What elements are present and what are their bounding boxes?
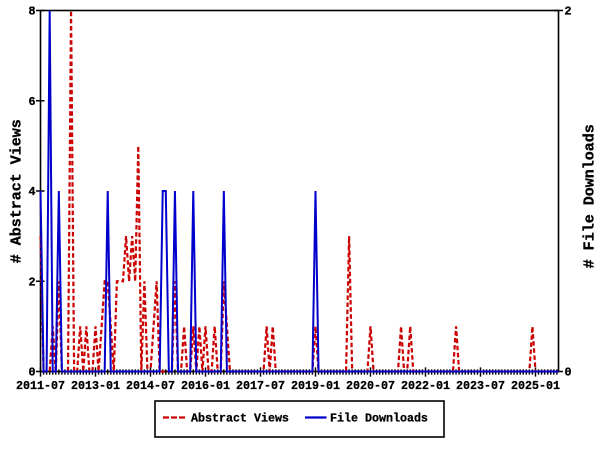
svg-text:2025-01: 2025-01 [511,379,560,393]
svg-text:4: 4 [29,185,36,199]
svg-text:2019-01: 2019-01 [291,379,340,393]
svg-text:2014-07: 2014-07 [126,379,175,393]
svg-text:File Downloads: File Downloads [330,412,428,426]
svg-text:# Abstract Views: # Abstract Views [9,119,26,263]
svg-text:2017-07: 2017-07 [236,379,285,393]
svg-text:2016-01: 2016-01 [181,379,230,393]
svg-text:8: 8 [29,5,36,19]
svg-text:0: 0 [29,366,36,380]
svg-text:2023-07: 2023-07 [456,379,505,393]
svg-text:2013-01: 2013-01 [71,379,120,393]
svg-text:2: 2 [29,275,36,289]
svg-text:2: 2 [565,5,572,19]
svg-text:# File Downloads: # File Downloads [582,124,599,268]
svg-text:Abstract Views: Abstract Views [191,412,289,426]
svg-text:0: 0 [565,366,572,380]
svg-text:2020-07: 2020-07 [346,379,395,393]
svg-text:2011-07: 2011-07 [16,379,65,393]
svg-text:2022-01: 2022-01 [401,379,450,393]
svg-text:6: 6 [29,95,36,109]
